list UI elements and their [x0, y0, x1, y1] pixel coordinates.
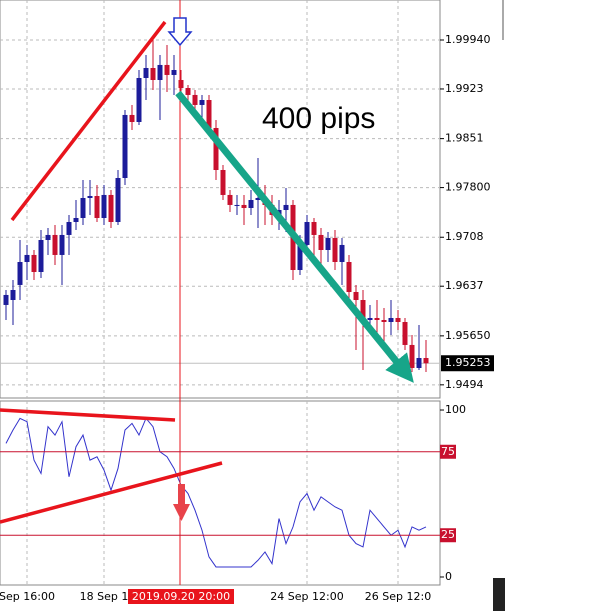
down-arrow-icon [167, 17, 193, 47]
candle-body [101, 194, 107, 218]
move-arrow [175, 90, 414, 383]
candle-body [3, 294, 9, 305]
candle-body [381, 320, 387, 322]
candle-body [143, 68, 149, 78]
cursor-label-box [128, 589, 234, 604]
candle-body [297, 244, 303, 270]
y-tick-label: 1.9923 [445, 82, 484, 95]
candle-body [241, 204, 247, 208]
candle-body [94, 196, 100, 218]
candle-body [227, 194, 233, 205]
candle-body [283, 204, 289, 210]
candle-body [332, 238, 338, 262]
trend-line [10, 20, 167, 222]
y-tick-label: 100 [445, 403, 466, 416]
candle-body [108, 194, 114, 222]
candle-body [360, 300, 366, 320]
candle-body [304, 222, 310, 245]
last-price-box [441, 355, 494, 372]
y-tick-label: 25 [441, 528, 455, 541]
y-tick-label: 1.9494 [445, 378, 484, 391]
y-tick-label: 1.9637 [445, 279, 484, 292]
candle-body [66, 222, 72, 235]
candle-body [325, 238, 331, 250]
candle-body [17, 262, 23, 285]
oscillator-panel [0, 400, 441, 586]
candle-body [31, 254, 37, 272]
candle-body [192, 94, 198, 105]
trend-line [0, 461, 223, 524]
candle-body [416, 358, 422, 368]
candle-body [423, 358, 429, 364]
candle-body [367, 318, 373, 320]
candle-body [122, 114, 128, 178]
level-label-box [440, 444, 456, 459]
level-label-box [440, 528, 456, 543]
candle-body [346, 262, 352, 292]
cursor-label: 2019.09.20 20:00 [132, 590, 230, 603]
candle-body [402, 322, 408, 345]
trend-line [0, 408, 176, 422]
x-tick-label: Sep 16:00 [0, 590, 55, 603]
candle-body [409, 344, 415, 368]
y-tick-label: 75 [441, 445, 455, 458]
annotation: 400 pips [262, 102, 375, 135]
candle-body [45, 234, 51, 240]
y-tick-label: 1.99940 [445, 33, 491, 46]
x-tick-label: 18 Sep 1 [80, 590, 129, 603]
candle-body [157, 64, 163, 80]
candle-body [150, 68, 156, 80]
candle-body [388, 318, 394, 322]
candle-body [129, 114, 135, 122]
down-arrow-icon [173, 484, 190, 521]
candle-body [115, 178, 121, 222]
y-tick-label: 1.9851 [445, 132, 484, 145]
candle-body [374, 318, 380, 320]
candle-body [255, 198, 261, 200]
last-price-label: 1.95253 [445, 356, 491, 369]
candle-body [234, 204, 240, 206]
candle-body [24, 254, 30, 262]
candle-body [87, 196, 93, 198]
candle-body [185, 88, 191, 95]
candle-body [395, 318, 401, 322]
candle-body [311, 222, 317, 235]
y-tick-label: 0 [445, 570, 452, 583]
x-tick-label: 24 Sep 12:00 [270, 590, 343, 603]
main-panel [0, 0, 441, 399]
scroll-bar [493, 578, 505, 611]
y-tick-label: 1.9708 [445, 230, 484, 243]
candle-body [199, 100, 205, 105]
y-tick-label: 1.97800 [445, 181, 491, 194]
candle-body [52, 234, 58, 255]
candle-body [248, 200, 254, 208]
candle-body [164, 64, 170, 75]
y-tick-label: 1.95650 [445, 329, 491, 342]
candle-body [213, 128, 219, 170]
x-tick-label: 26 Sep 12:0 [365, 590, 431, 603]
candle-body [353, 292, 359, 300]
candle-body [10, 290, 16, 300]
oscillator-line [5, 417, 427, 568]
candle-body [59, 234, 65, 255]
candle-body [38, 240, 44, 272]
candle-body [206, 100, 212, 128]
candle-body [80, 198, 86, 218]
candle-body [171, 70, 177, 75]
candle-body [136, 78, 142, 122]
candle-body [318, 234, 324, 250]
candle-body [178, 80, 184, 88]
candle-body [339, 244, 345, 262]
candle-body [73, 218, 79, 222]
candle-body [220, 170, 226, 195]
